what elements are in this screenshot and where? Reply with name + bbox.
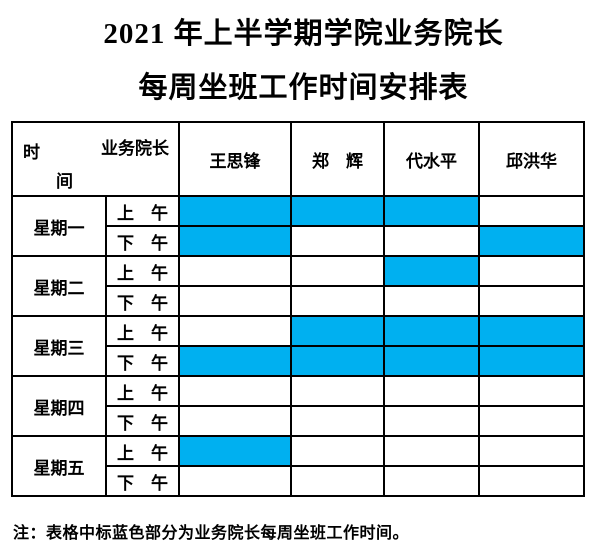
day-label: 星期二	[11, 255, 107, 317]
page-title-line1: 2021 年上半学期学院业务院长	[103, 18, 504, 50]
period-label: 下 午	[105, 345, 180, 377]
column-header-dean-1: 王思锋	[178, 121, 292, 197]
corner-label-time-char2: 间	[56, 172, 73, 191]
duty-slot-empty	[290, 285, 385, 317]
schedule-row: 下 午	[12, 225, 585, 257]
duty-slot-empty	[383, 285, 480, 317]
duty-slot-filled	[383, 345, 480, 377]
schedule-row: 星期五上 午	[11, 435, 585, 497]
duty-slot-empty	[290, 465, 385, 497]
duty-slot-empty	[178, 285, 292, 317]
period-label: 上 午	[105, 375, 180, 407]
duty-slot-empty	[478, 375, 585, 407]
duty-slot-empty	[290, 225, 385, 257]
duty-slot-empty	[178, 375, 292, 407]
duty-schedule-table: 业务院长 时 间 王思锋 郑 辉 代水平 邱洪华 星期一上 午下 午星期二上 午…	[11, 121, 585, 497]
schedule-row: 下 午	[12, 345, 585, 377]
schedule-row: 星期一上 午	[11, 195, 585, 257]
duty-slot-filled	[383, 315, 480, 347]
period-label: 上 午	[105, 435, 180, 467]
duty-slot-filled	[290, 345, 385, 377]
duty-slot-filled	[178, 195, 292, 227]
duty-slot-empty	[383, 375, 480, 407]
duty-slot-empty	[383, 405, 480, 437]
day-label: 星期五	[11, 435, 107, 497]
duty-slot-empty	[383, 435, 480, 467]
duty-slot-empty	[478, 255, 585, 287]
duty-slot-empty	[478, 195, 585, 227]
period-label: 上 午	[105, 315, 180, 347]
column-header-dean-4: 邱洪华	[478, 121, 585, 197]
duty-slot-empty	[478, 405, 585, 437]
day-label: 星期四	[11, 375, 107, 437]
duty-slot-empty	[478, 465, 585, 497]
schedule-row: 星期四上 午	[11, 375, 585, 437]
duty-slot-empty	[383, 465, 480, 497]
schedule-row: 星期三上 午	[11, 315, 585, 377]
duty-slot-empty	[290, 405, 385, 437]
duty-slot-empty	[290, 255, 385, 287]
day-label: 星期三	[11, 315, 107, 377]
duty-slot-empty	[178, 405, 292, 437]
duty-slot-filled	[478, 225, 585, 257]
duty-slot-filled	[383, 195, 480, 227]
duty-slot-empty	[178, 255, 292, 287]
schedule-row: 下 午	[12, 465, 585, 497]
page-title-line2: 每周坐班工作时间安排表	[138, 72, 469, 104]
footnote: 注：表格中标蓝色部分为业务院长每周坐班工作时间。	[13, 525, 410, 542]
schedule-row: 星期二上 午	[11, 255, 585, 317]
duty-slot-empty	[290, 375, 385, 407]
period-label: 下 午	[105, 465, 180, 497]
schedule-row: 下 午	[12, 285, 585, 317]
duty-slot-filled	[178, 435, 292, 467]
schedule-row: 下 午	[12, 405, 585, 437]
duty-slot-filled	[383, 255, 480, 287]
period-label: 下 午	[105, 285, 180, 317]
corner-label-time-char1: 时	[23, 143, 40, 162]
duty-slot-empty	[178, 315, 292, 347]
duty-slot-empty	[478, 435, 585, 467]
period-label: 上 午	[105, 195, 180, 227]
period-label: 下 午	[105, 225, 180, 257]
duty-slot-empty	[290, 435, 385, 467]
duty-slot-empty	[478, 285, 585, 317]
corner-header-cell: 业务院长 时 间	[11, 121, 180, 197]
duty-slot-empty	[178, 465, 292, 497]
duty-slot-filled	[478, 345, 585, 377]
corner-label-deans: 业务院长	[101, 139, 169, 158]
day-label: 星期一	[11, 195, 107, 257]
duty-slot-filled	[290, 315, 385, 347]
column-header-dean-2: 郑 辉	[290, 121, 385, 197]
duty-slot-filled	[178, 345, 292, 377]
duty-slot-filled	[178, 225, 292, 257]
duty-slot-filled	[478, 315, 585, 347]
header-row: 业务院长 时 间 王思锋 郑 辉 代水平 邱洪华	[11, 121, 585, 197]
duty-slot-filled	[290, 195, 385, 227]
duty-slot-empty	[383, 225, 480, 257]
column-header-dean-3: 代水平	[383, 121, 480, 197]
period-label: 下 午	[105, 405, 180, 437]
period-label: 上 午	[105, 255, 180, 287]
